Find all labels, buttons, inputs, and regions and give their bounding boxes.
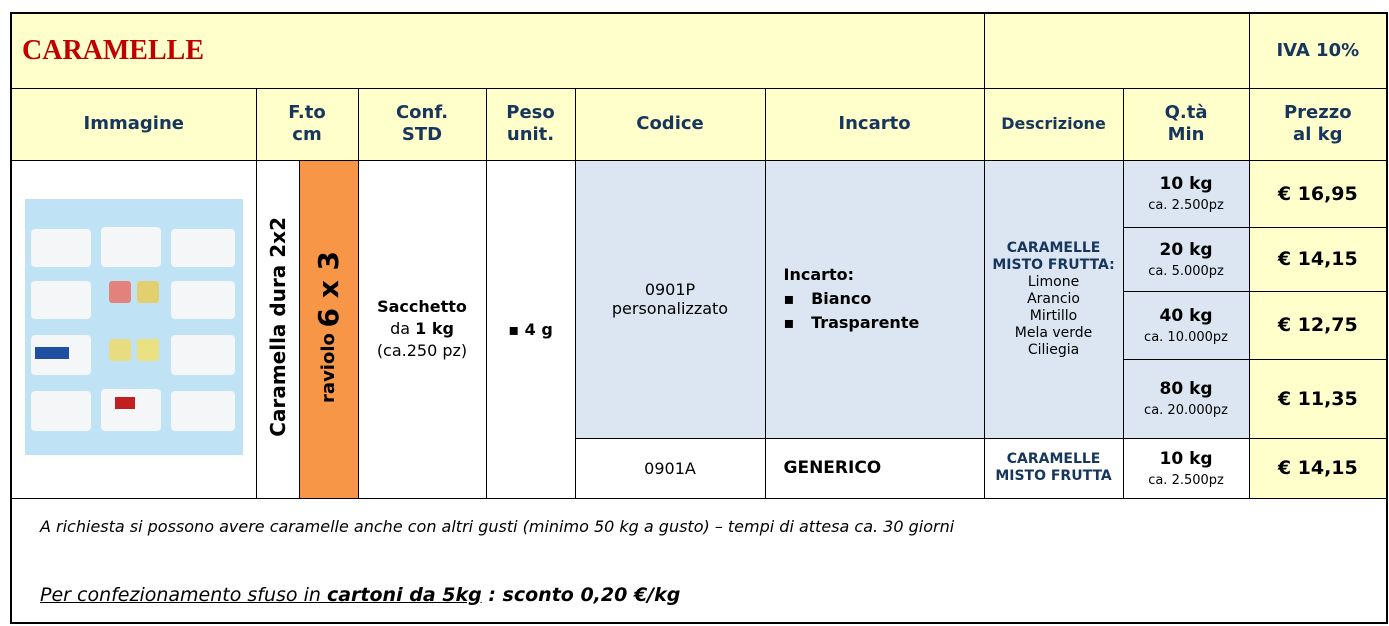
qty: 20 kg	[1159, 239, 1213, 260]
weight-cell: ▪ 4 g	[485, 159, 576, 499]
qty: 40 kg	[1159, 305, 1213, 326]
pieces: ca. 10.000pz	[1144, 329, 1228, 345]
col-header-text: F.to	[288, 102, 326, 123]
footer-offer: Per confezionamento sfuso in cartoni da …	[40, 584, 1386, 606]
col-header-text: Incarto	[838, 113, 911, 134]
pieces: ca. 2.500pz	[1148, 198, 1224, 213]
col-header-text: Q.tà	[1164, 102, 1208, 123]
qty-cell: 40 kg ca. 10.000pz	[1122, 290, 1250, 360]
col-header-text: Descrizione	[1001, 114, 1106, 133]
col-header: Peso unit.	[485, 87, 576, 161]
col-header: Conf. STD	[357, 87, 487, 161]
qty-cell: 80 kg ca. 20.000pz	[1122, 358, 1250, 439]
col-header-text: Min	[1167, 124, 1205, 145]
qty: 10 kg	[1159, 174, 1213, 194]
description-cell: CARAMELLE MISTO FRUTTA: Limone Arancio Mirti…	[983, 159, 1124, 439]
format-shape-wrap: raviolo 6 x 3	[312, 251, 345, 403]
pieces: ca. 5.000pz	[1148, 263, 1224, 279]
wrapping-label: Incarto:	[783, 265, 855, 284]
col-header-text: Prezzo	[1283, 102, 1352, 123]
col-header: Immagine	[10, 87, 257, 161]
qty: 10 kg	[1159, 448, 1213, 469]
package-amount: 1 kg	[415, 319, 454, 338]
qty-cell: 10 kg ca. 2.500pz	[1122, 159, 1250, 228]
image-cell	[10, 159, 257, 499]
flavor: Ciliegia	[1027, 341, 1080, 358]
offer-discount: : sconto 0,20 €/kg	[481, 583, 681, 606]
col-header-text: Peso	[506, 102, 555, 123]
package-name: Sacchetto	[377, 297, 467, 316]
code-note: personalizzato	[611, 299, 729, 318]
desc-title: CARAMELLE	[1006, 239, 1101, 256]
package-cell: Sacchetto da 1 kg (ca.250 pz)	[357, 159, 487, 499]
offer-highlight: cartoni da 5kg	[326, 583, 482, 606]
title: CARAMELLE	[22, 34, 205, 66]
col-header-text: cm	[292, 124, 322, 145]
flavor: Arancio	[1027, 290, 1080, 307]
col-header: Descrizione	[983, 87, 1124, 161]
code: 0901P	[644, 280, 696, 299]
flavor: Mirtillo	[1029, 307, 1078, 324]
format-type: Caramella dura 2x2	[265, 217, 290, 437]
col-header-text: Immagine	[83, 113, 184, 134]
format-size: 6 x 3	[312, 251, 345, 328]
col-header-text: Codice	[636, 113, 704, 134]
col-header: F.to cm	[255, 87, 359, 161]
qty-cell: 20 kg ca. 5.000pz	[1122, 226, 1250, 292]
col-header-text: Conf.	[395, 102, 449, 123]
code-cell: 0901A	[574, 437, 766, 499]
wrapping-option: Bianco	[811, 289, 872, 308]
col-header-text: STD	[401, 124, 443, 145]
flavor: Mela verde	[1014, 324, 1093, 341]
package-pieces: (ca.250 pz)	[376, 341, 468, 360]
price: € 14,15	[1248, 437, 1388, 499]
footer-note: A richiesta si possono avere caramelle a…	[40, 516, 955, 536]
product-image	[24, 199, 243, 455]
code: 0901A	[644, 458, 696, 478]
desc-title: MISTO FRUTTA:	[992, 256, 1115, 273]
description-cell: CARAMELLE MISTO FRUTTA	[983, 437, 1124, 499]
desc-title: MISTO FRUTTA	[995, 468, 1112, 484]
col-header-text: unit.	[506, 124, 555, 145]
wrapping-label: GENERICO	[783, 458, 882, 478]
qty-cell: 10 kg ca. 2.500pz	[1122, 437, 1250, 499]
wrapping-option: Trasparente	[811, 313, 920, 332]
desc-title: CARAMELLE	[1006, 451, 1101, 467]
unit-weight: 4 g	[524, 319, 553, 339]
pieces: ca. 2.500pz	[1148, 472, 1224, 488]
col-header: Incarto	[764, 87, 985, 161]
wrapping-cell: Incarto: ▪ Bianco ▪ Trasparente	[764, 159, 985, 439]
title-cell: CARAMELLE	[10, 12, 985, 89]
price: € 16,95	[1248, 159, 1388, 228]
package-prefix: da	[390, 319, 411, 338]
offer-text: Per confezionamento sfuso in	[40, 583, 327, 606]
col-header: Prezzo al kg	[1248, 87, 1388, 161]
code-cell: 0901P personalizzato	[574, 159, 766, 439]
footer-cell: A richiesta si possono avere caramelle a…	[10, 497, 1388, 623]
price: € 11,35	[1248, 358, 1388, 439]
vat: IVA 10%	[1248, 12, 1388, 89]
col-header: Codice	[574, 87, 766, 161]
price: € 14,15	[1248, 226, 1388, 292]
blank-cell	[983, 12, 1250, 89]
flavor: Limone	[1027, 273, 1080, 290]
format-shape: raviolo	[318, 333, 339, 403]
price: € 12,75	[1248, 290, 1388, 360]
col-header-text: al kg	[1293, 124, 1343, 145]
wrapping-cell: GENERICO	[764, 437, 985, 499]
price-table: CARAMELLE IVA 10% Immagine F.to cm Conf. S…	[10, 12, 1389, 624]
qty: 80 kg	[1159, 379, 1213, 399]
col-header: Q.tà Min	[1122, 87, 1250, 161]
pieces: ca. 20.000pz	[1144, 403, 1228, 418]
shape-cell: raviolo 6 x 3	[298, 159, 359, 499]
format-cell: Caramella dura 2x2	[255, 159, 300, 499]
